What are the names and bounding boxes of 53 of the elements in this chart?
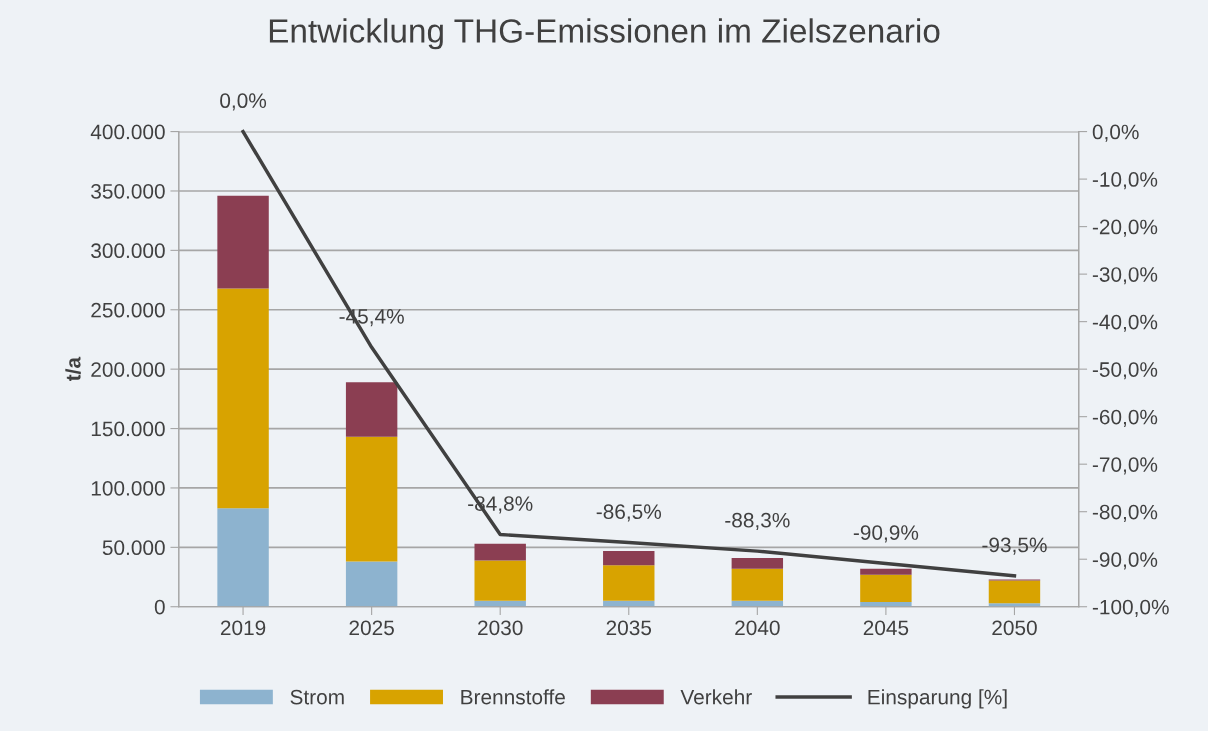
bar [474,560,526,601]
bar [603,565,655,601]
bar [217,195,269,289]
bar [731,558,784,569]
y2-tick-label: -20,0% [1092,219,1158,237]
chart-title: Entwicklung THG-Emissionen im Zielszenario [269,18,940,50]
y-tick-label: 300.000 [91,243,165,259]
x-tick-label: 2025 [349,620,394,636]
y-tick-label: 0 [154,599,165,615]
legend-label: Einsparung [%] [868,689,1007,709]
x-tick-label: 2019 [220,620,266,636]
y2-tick-label: -70,0% [1092,457,1158,475]
y-tick-label: 250.000 [91,302,165,318]
bar [860,574,912,602]
data-label: -90,9% [853,525,919,543]
y-tick-label: 150.000 [91,421,165,437]
bar [731,568,784,601]
bar [474,543,526,561]
y2-tick-label: -10,0% [1092,172,1158,190]
bar [860,568,912,575]
x-tick-label: 2035 [606,620,652,636]
y-tick-label: 50.000 [102,540,165,556]
data-label: 0,0% [220,93,267,111]
y-tick-label: 350.000 [91,183,165,199]
bar [217,508,269,607]
data-label: -86,5% [596,504,662,522]
y2-tick-label: -90,0% [1092,552,1158,570]
y-tick-label: 100.000 [91,480,165,496]
legend-label: Brennstoffe [461,689,565,705]
data-label: -93,5% [982,537,1047,555]
bar [603,550,655,566]
legend-label: Strom [290,689,344,705]
y2-tick-label: -30,0% [1092,267,1158,285]
bar [345,436,398,562]
data-label: -88,3% [725,512,790,531]
bar [217,288,269,509]
x-tick-label: 2045 [863,620,909,636]
y-tick-label: 400.000 [90,124,165,140]
y2-tick-label: -40,0% [1092,314,1158,332]
x-tick-label: 2050 [992,620,1037,636]
bar [345,382,398,437]
x-tick-label: 2030 [478,620,523,636]
legend-label: Verkehr [680,689,752,705]
bar [345,561,398,607]
y2-tick-label: -80,0% [1092,504,1158,522]
y2-tick-label: -60,0% [1092,409,1158,427]
y2-tick-label: -100,0% [1092,599,1169,617]
y-tick-label: 200.000 [91,362,165,377]
x-tick-label: 2040 [735,620,780,636]
y-axis-title: t/a [65,356,81,382]
y2-tick-label: -50,0% [1092,362,1158,380]
bar [988,580,1041,604]
y2-tick-label: 0,0% [1092,124,1139,142]
